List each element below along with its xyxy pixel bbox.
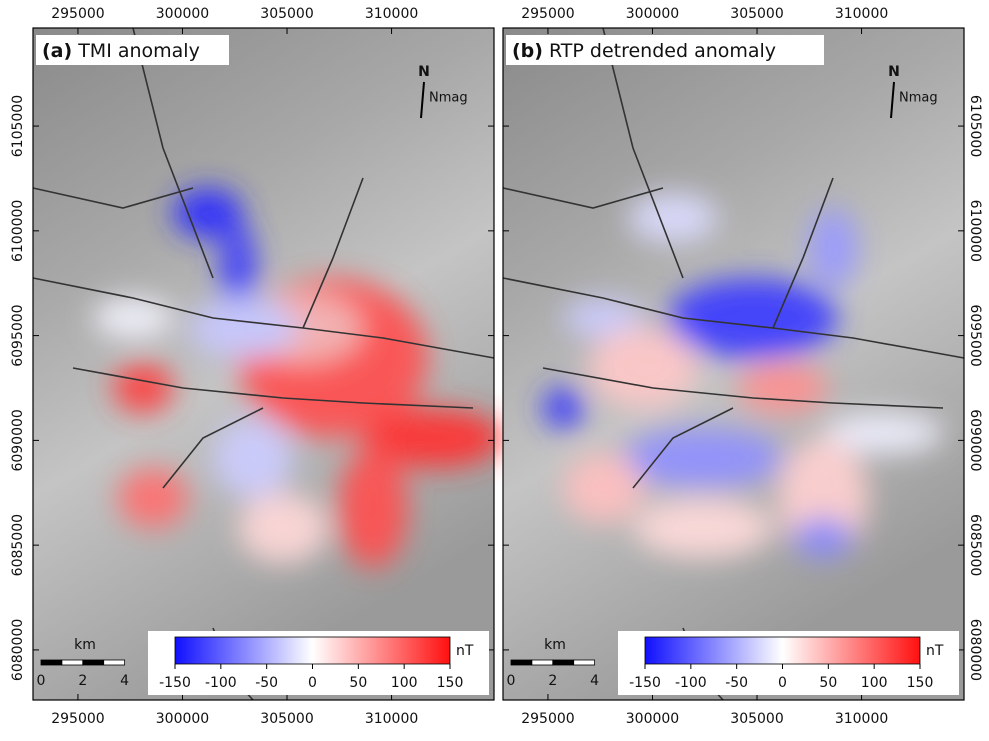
- colorbar: [645, 637, 920, 664]
- y-tick-label: 6100000: [10, 200, 26, 262]
- y-tick-label: 6080000: [967, 619, 983, 681]
- y-tick-label: 6095000: [967, 304, 983, 366]
- map-panel: (b) RTP detrended anomaly N Nmag 295000 29500…: [503, 6, 983, 727]
- north-label: N: [888, 64, 900, 80]
- colorbar-tick-label: 150: [907, 675, 934, 691]
- panel-title-text: RTP detrended anomaly: [549, 40, 776, 62]
- anomaly: [213, 418, 293, 498]
- colorbar-tick-label: -100: [675, 675, 707, 691]
- x-tick-label: 300000: [626, 6, 679, 22]
- colorbar-tick-label: 50: [819, 675, 837, 691]
- y-tick-label: 6090000: [10, 409, 26, 471]
- y-tick-label: 6090000: [967, 409, 983, 471]
- anomaly: [628, 193, 718, 243]
- panel-title-text: TMI anomaly: [77, 40, 200, 62]
- anomaly: [188, 298, 298, 358]
- scale-tick-label: 0: [507, 673, 516, 689]
- anomaly: [793, 518, 853, 558]
- panel-title: (a)TMI anomaly: [42, 40, 200, 62]
- scale-segment: [511, 660, 532, 665]
- x-tick-label: 305000: [730, 6, 783, 22]
- anomaly: [113, 363, 173, 413]
- scale-segment: [574, 660, 595, 665]
- anomaly: [118, 468, 188, 528]
- colorbar-tick-label: 150: [437, 675, 464, 691]
- colorbar-tick-label: -100: [205, 675, 237, 691]
- anomaly: [563, 453, 643, 523]
- x-tick-label: 295000: [51, 6, 104, 22]
- magnetic-label: Nmag: [429, 91, 468, 106]
- colorbar-tick-label: -150: [159, 675, 191, 691]
- terrain: [503, 28, 964, 700]
- scale-segment: [83, 660, 104, 665]
- y-tick-label: 6105000: [967, 95, 983, 157]
- map-panel: (a)TMI anomaly N Nmag 295000 295000 300000 300…: [10, 6, 503, 727]
- scale-unit: km: [74, 637, 96, 653]
- anomaly: [738, 363, 828, 413]
- scale-tick-label: 4: [120, 673, 129, 689]
- scale-tick-label: 4: [590, 673, 599, 689]
- x-tick-label: 310000: [365, 711, 418, 727]
- scale-tick-label: 0: [37, 673, 46, 689]
- colorbar-tick-label: -150: [629, 675, 661, 691]
- y-tick-label: 6095000: [10, 304, 26, 366]
- panel-label: (a): [42, 40, 72, 62]
- y-tick-label: 6080000: [10, 619, 26, 681]
- x-tick-label: 310000: [835, 6, 888, 22]
- colorbar-tick-label: 100: [861, 675, 888, 691]
- x-tick-label: 305000: [730, 711, 783, 727]
- anomaly: [588, 328, 698, 408]
- anomaly: [543, 388, 583, 428]
- x-tick-label: 295000: [51, 711, 104, 727]
- y-tick-label: 6085000: [967, 514, 983, 576]
- scale-segment: [41, 660, 62, 665]
- scale-tick-label: 2: [548, 673, 557, 689]
- x-tick-label: 310000: [365, 6, 418, 22]
- colorbar-unit: nT: [456, 643, 474, 659]
- anomaly: [633, 498, 773, 558]
- scale-segment: [553, 660, 574, 665]
- colorbar-tick-label: 50: [349, 675, 367, 691]
- scale-segment: [104, 660, 125, 665]
- x-tick-label: 310000: [835, 711, 888, 727]
- north-label: N: [418, 64, 430, 80]
- colorbar-tick-label: -50: [725, 675, 748, 691]
- colorbar-tick-label: 0: [778, 675, 787, 691]
- anomaly: [808, 208, 858, 288]
- figure: (a)TMI anomaly N Nmag 295000 295000 300000 300…: [0, 0, 989, 737]
- panel-label: (b): [512, 40, 543, 62]
- x-tick-label: 305000: [260, 711, 313, 727]
- anomaly: [238, 493, 328, 563]
- y-tick-label: 6105000: [10, 95, 26, 157]
- scale-segment: [62, 660, 83, 665]
- y-tick-label: 6100000: [967, 200, 983, 262]
- colorbar-tick-label: 100: [391, 675, 418, 691]
- anomaly: [668, 278, 838, 358]
- anomaly: [93, 298, 173, 338]
- colorbar-unit: nT: [926, 643, 944, 659]
- scale-unit: km: [544, 637, 566, 653]
- x-tick-label: 300000: [626, 711, 679, 727]
- colorbar: [175, 637, 450, 664]
- x-tick-label: 300000: [156, 6, 209, 22]
- magnetic-label: Nmag: [899, 91, 938, 106]
- colorbar-tick-label: -50: [255, 675, 278, 691]
- scale-segment: [532, 660, 553, 665]
- y-tick-label: 6085000: [10, 514, 26, 576]
- x-tick-label: 295000: [521, 6, 574, 22]
- panel-title: (b) RTP detrended anomaly: [512, 40, 776, 62]
- x-tick-label: 300000: [156, 711, 209, 727]
- colorbar-tick-label: 0: [308, 675, 317, 691]
- anomaly: [623, 428, 783, 488]
- x-tick-label: 305000: [260, 6, 313, 22]
- x-tick-label: 295000: [521, 711, 574, 727]
- scale-tick-label: 2: [78, 673, 87, 689]
- anomaly: [338, 448, 408, 568]
